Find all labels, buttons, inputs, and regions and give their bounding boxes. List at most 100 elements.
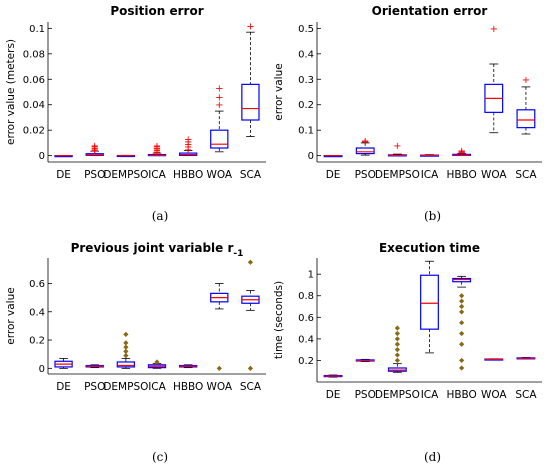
outlier-point <box>394 352 400 358</box>
outlier-point <box>123 353 129 359</box>
box-dempso <box>116 331 136 369</box>
iqr-box <box>210 129 229 149</box>
outlier-point <box>394 357 400 364</box>
x-category-label: DE <box>326 169 341 181</box>
box-woa <box>484 358 504 361</box>
outlier-point: + <box>153 145 161 156</box>
box-ica: ++++++ <box>147 141 167 158</box>
x-category-label: DE <box>326 389 341 401</box>
iqr-box <box>116 361 136 368</box>
y-tick-label: 0.4 <box>298 49 314 60</box>
outlier-point: + <box>361 136 369 147</box>
outlier-point: + <box>184 137 192 148</box>
y-tick-label: 0.4 <box>29 307 45 318</box>
chart-previous-joint-variable: Previous joint variable r-1 0 0.2 0.4 0.6 err… <box>5 241 266 464</box>
x-category-label: ICA <box>148 381 166 393</box>
box-woa <box>210 283 229 371</box>
y-axis-label: time (seconds) <box>273 281 285 359</box>
box-de <box>54 358 73 369</box>
outlier-point: + <box>457 148 465 159</box>
x-category-label: DEMPSO <box>375 169 420 181</box>
outlier-point: + <box>184 145 192 156</box>
outlier-point: + <box>522 75 530 86</box>
outlier-point: + <box>490 24 498 35</box>
y-tick-label: 0.6 <box>29 279 45 290</box>
outlier-point <box>394 347 400 353</box>
x-category-label: PSO <box>84 381 105 393</box>
y-axis-label: error value <box>273 63 285 120</box>
y-tick-label: 0 <box>39 364 45 375</box>
chart-title: Execution time <box>379 241 480 255</box>
x-category-label: DEMPSO <box>103 169 148 181</box>
y-tick-label: 0.06 <box>23 75 45 86</box>
x-category-label: SCA <box>515 389 537 401</box>
outlier-point <box>394 325 400 331</box>
outlier-point: + <box>153 146 161 157</box>
outlier-point: + <box>153 147 161 158</box>
outlier-point: + <box>457 147 465 158</box>
y-tick-label: 0 <box>308 151 314 162</box>
outlier-point: + <box>91 144 99 155</box>
box-ica <box>420 260 439 354</box>
outlier-point <box>247 365 254 371</box>
outlier-point <box>459 341 465 347</box>
iqr-box <box>420 274 439 330</box>
outlier-point <box>123 344 129 350</box>
outlier-point <box>154 359 160 365</box>
outlier-point: + <box>153 144 161 155</box>
x-category-label: ICA <box>421 169 439 181</box>
y-tick-label: 0.4 <box>298 334 314 345</box>
subfigure-caption: (d) <box>424 450 441 464</box>
outlier-point: + <box>184 140 192 151</box>
outlier-point: + <box>184 135 192 146</box>
y-tick-label: 0.04 <box>23 100 45 111</box>
x-category-label: WOA <box>481 169 507 181</box>
x-category-label: HBBO <box>446 169 476 181</box>
x-category-label: DE <box>56 381 71 393</box>
iqr-box <box>516 109 536 129</box>
x-category-label: DEMPSO <box>375 389 420 401</box>
box-sca: + <box>241 21 260 137</box>
x-category-label: HBBO <box>173 169 203 181</box>
chart-title: Previous joint variable r-1 <box>71 241 244 259</box>
box-pso <box>85 364 104 369</box>
subfigure-caption: (b) <box>424 209 441 223</box>
outlier-point: + <box>184 142 192 153</box>
box-sca: + <box>516 75 536 135</box>
outlier-point: + <box>361 137 369 148</box>
y-tick-label: 0.2 <box>298 100 314 111</box>
y-tick-label: 0.08 <box>23 49 45 60</box>
y-axis-label: error value (meters) <box>5 39 17 145</box>
subfigure-caption: (a) <box>152 209 169 223</box>
x-category-label: ICA <box>421 389 439 401</box>
box-hbbo <box>178 364 198 369</box>
y-axis-label: error value <box>5 287 17 344</box>
outlier-point: + <box>393 141 401 152</box>
outlier-point: + <box>215 93 223 104</box>
outlier-point <box>459 309 465 315</box>
outlier-point <box>123 331 129 337</box>
y-tick-label: 0.02 <box>23 126 45 137</box>
iqr-box <box>355 147 375 155</box>
y-tick-label: 0 <box>39 151 45 162</box>
box-hbbo <box>452 275 472 371</box>
box-woa: +++ <box>210 84 229 153</box>
x-category-label: SCA <box>515 169 537 181</box>
y-tick-label: 0.5 <box>298 24 314 35</box>
outlier-point <box>459 320 465 326</box>
box-pso: +++++ <box>85 141 104 157</box>
box-de <box>323 374 343 378</box>
outlier-point: + <box>91 145 99 156</box>
y-tick-label: 0.2 <box>298 356 314 367</box>
outlier-point <box>459 365 465 371</box>
x-category-label: PSO <box>84 169 105 181</box>
box-hbbo: +++++ <box>178 135 198 157</box>
box-de <box>54 155 73 158</box>
x-category-label: WOA <box>206 169 232 181</box>
outlier-point <box>459 303 465 310</box>
outlier-point <box>123 340 129 346</box>
outlier-point: + <box>215 84 223 95</box>
y-tick-label: 1 <box>308 270 314 281</box>
y-tick-label: 0.1 <box>298 126 314 137</box>
outlier-point: + <box>215 100 223 111</box>
